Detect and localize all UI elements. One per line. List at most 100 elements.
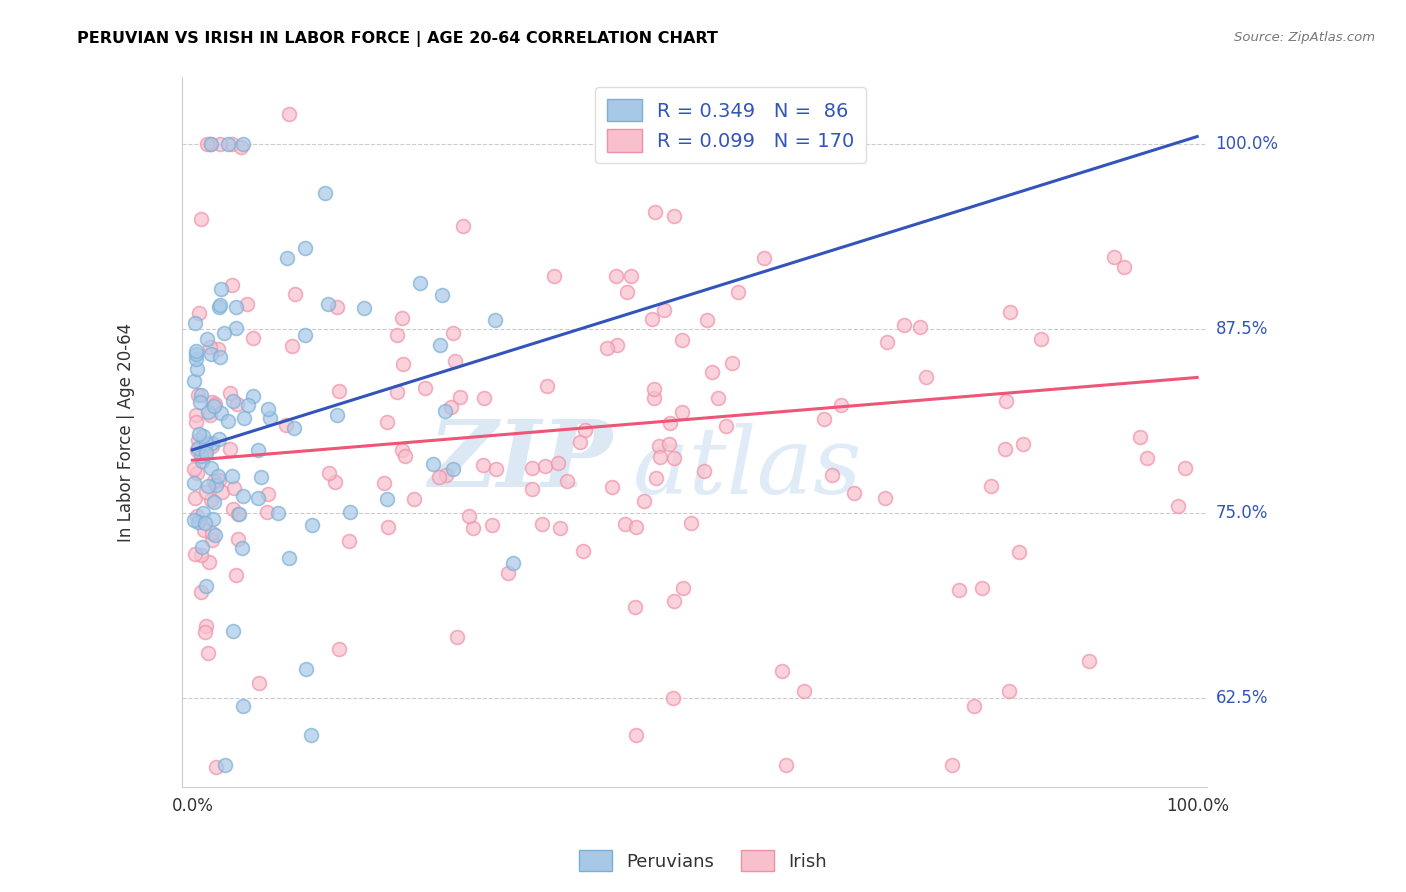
Text: ZIP: ZIP [429, 416, 613, 506]
Point [231, 541, 253, 555]
Point [235, 297, 257, 311]
Point [209, 136, 232, 151]
Point [217, 414, 239, 428]
Point [948, 583, 970, 598]
Point [222, 624, 245, 638]
Point [226, 532, 249, 546]
Point [353, 301, 375, 315]
Point [187, 388, 209, 402]
Point [440, 401, 463, 415]
Point [191, 506, 214, 520]
Point [616, 285, 638, 299]
Point [194, 435, 217, 450]
Point [225, 568, 247, 582]
Point [323, 475, 346, 490]
Point [446, 630, 468, 644]
Point [534, 458, 557, 473]
Point [186, 509, 208, 524]
Point [183, 462, 205, 476]
Point [409, 276, 432, 290]
Point [391, 442, 413, 457]
Point [572, 544, 595, 558]
Point [605, 269, 627, 284]
Point [339, 505, 361, 519]
Point [201, 533, 224, 547]
Point [714, 419, 737, 434]
Point [472, 391, 495, 405]
Point [643, 392, 665, 406]
Point [659, 416, 682, 430]
Legend: R = 0.349   N =  86, R = 0.099   N = 170: R = 0.349 N = 86, R = 0.099 N = 170 [595, 87, 866, 163]
Point [186, 347, 208, 361]
Point [198, 136, 221, 151]
Point [998, 683, 1021, 698]
Point [696, 313, 718, 327]
Point [208, 300, 231, 314]
Point [391, 311, 413, 326]
Point [1008, 544, 1031, 558]
Point [278, 550, 301, 565]
Point [326, 408, 349, 422]
Point [536, 379, 558, 393]
Point [429, 337, 451, 351]
Point [893, 318, 915, 332]
Point [200, 526, 222, 541]
Point [190, 388, 212, 402]
Point [569, 434, 592, 449]
Point [208, 432, 231, 446]
Point [775, 757, 797, 772]
Point [276, 418, 298, 433]
Point [531, 516, 554, 531]
Point [337, 534, 360, 549]
Point [875, 491, 897, 506]
Point [441, 326, 464, 340]
Point [914, 370, 936, 384]
Point [204, 397, 226, 411]
Point [186, 415, 208, 429]
Point [219, 442, 242, 456]
Point [624, 728, 647, 742]
Point [1029, 332, 1052, 346]
Point [520, 461, 543, 475]
Point [658, 437, 681, 451]
Point [194, 484, 217, 499]
Point [910, 320, 932, 334]
Point [184, 343, 207, 358]
Point [202, 495, 225, 509]
Point [225, 300, 247, 314]
Point [600, 480, 623, 494]
Point [422, 458, 444, 472]
Point [326, 301, 349, 315]
Point [190, 585, 212, 599]
Point [555, 475, 578, 489]
Point [226, 507, 249, 521]
Point [301, 518, 323, 533]
Point [770, 665, 793, 679]
Point [232, 411, 254, 425]
Point [1129, 430, 1152, 444]
Point [671, 333, 693, 347]
Text: 62.5%: 62.5% [1216, 690, 1268, 707]
Point [184, 491, 207, 505]
Point [221, 136, 243, 151]
Point [188, 426, 211, 441]
Point [876, 334, 898, 349]
Point [211, 485, 233, 500]
Point [195, 446, 218, 460]
Point [633, 493, 655, 508]
Point [606, 337, 628, 351]
Point [205, 478, 228, 492]
Point [461, 521, 484, 535]
Point [198, 340, 221, 354]
Point [183, 316, 205, 330]
Point [198, 555, 221, 569]
Point [200, 347, 222, 361]
Point [624, 599, 647, 614]
Point [373, 476, 395, 491]
Point [662, 691, 685, 706]
Point [281, 339, 304, 353]
Point [392, 357, 415, 371]
Point [520, 482, 543, 496]
Point [671, 581, 693, 595]
Point [183, 476, 205, 491]
